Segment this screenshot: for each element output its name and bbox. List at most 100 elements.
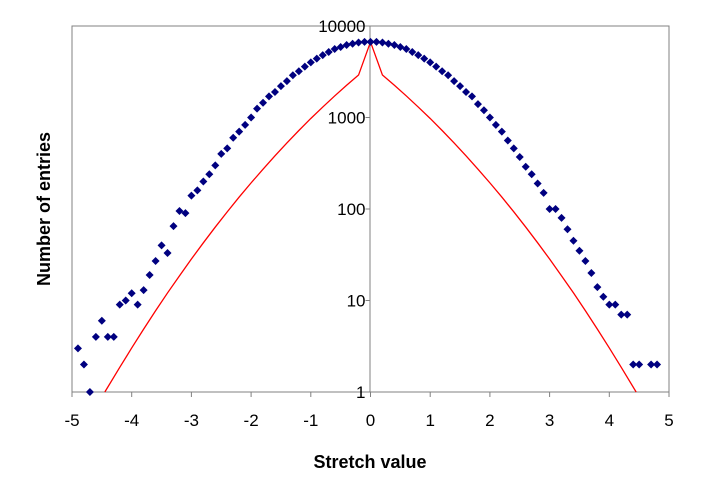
x-tick-label: -3 bbox=[184, 411, 199, 430]
data-point-marker bbox=[593, 283, 602, 292]
x-axis-ticks: -5 -4 -3 -2 -1 0 1 2 3 4 5 bbox=[64, 392, 674, 430]
data-point-marker bbox=[617, 310, 626, 319]
data-point-marker bbox=[157, 241, 166, 250]
data-point-marker bbox=[85, 388, 94, 396]
x-tick-label: 1 bbox=[425, 411, 434, 430]
data-point-marker bbox=[193, 186, 202, 195]
data-point-marker bbox=[169, 222, 178, 231]
data-point-marker bbox=[115, 300, 124, 309]
x-tick-label: -5 bbox=[64, 411, 79, 430]
x-tick-label: 2 bbox=[485, 411, 494, 430]
data-point-marker bbox=[229, 133, 238, 142]
data-point-marker bbox=[497, 127, 506, 136]
data-point-marker bbox=[479, 106, 488, 115]
data-point-marker bbox=[647, 360, 656, 369]
x-axis-title: Stretch value bbox=[313, 452, 426, 472]
x-tick-label: 4 bbox=[605, 411, 614, 430]
data-point-marker bbox=[467, 92, 476, 101]
data-point-marker bbox=[623, 310, 632, 319]
data-point-marker bbox=[241, 120, 250, 129]
data-point-marker bbox=[324, 47, 333, 56]
data-point-marker bbox=[396, 42, 405, 51]
data-point-marker bbox=[473, 100, 482, 109]
data-point-marker bbox=[420, 54, 429, 63]
data-point-marker bbox=[575, 246, 584, 255]
data-point-marker bbox=[545, 205, 554, 213]
data-point-marker bbox=[462, 87, 471, 96]
data-point-marker bbox=[587, 268, 596, 277]
fit-curve-right bbox=[369, 41, 637, 393]
y-tick-label: 100 bbox=[337, 200, 365, 219]
x-tick-label: 0 bbox=[366, 411, 375, 430]
data-point-marker bbox=[402, 45, 411, 54]
data-point-marker bbox=[145, 270, 154, 279]
data-point-marker bbox=[426, 58, 435, 67]
data-point-marker bbox=[527, 170, 536, 179]
data-point-marker bbox=[312, 54, 321, 63]
data-point-marker bbox=[354, 38, 363, 47]
data-point-marker bbox=[557, 213, 566, 222]
x-tick-label: 3 bbox=[545, 411, 554, 430]
data-point-marker bbox=[635, 360, 644, 369]
data-point-marker bbox=[276, 82, 285, 91]
data-point-marker bbox=[539, 188, 548, 197]
data-point-marker bbox=[300, 62, 309, 71]
x-tick-label: -4 bbox=[124, 411, 139, 430]
data-point-marker bbox=[414, 51, 423, 60]
data-point-marker bbox=[270, 87, 279, 96]
x-tick-label: 5 bbox=[664, 411, 673, 430]
data-point-marker bbox=[199, 177, 208, 186]
data-point-marker bbox=[175, 207, 184, 216]
data-point-marker bbox=[515, 153, 524, 162]
data-point-marker bbox=[163, 249, 172, 258]
data-point-marker bbox=[581, 257, 590, 266]
data-points bbox=[73, 37, 662, 396]
data-point-marker bbox=[151, 257, 160, 266]
data-point-marker bbox=[139, 286, 148, 295]
data-point-marker bbox=[306, 58, 315, 67]
data-point-marker bbox=[611, 300, 620, 309]
data-point-marker bbox=[378, 38, 387, 47]
y-tick-label: 1 bbox=[356, 383, 365, 402]
data-point-marker bbox=[294, 67, 303, 76]
data-point-marker bbox=[217, 149, 226, 158]
data-point-marker bbox=[121, 296, 130, 305]
data-point-marker bbox=[211, 161, 220, 170]
data-point-marker bbox=[605, 300, 614, 309]
data-point-marker bbox=[282, 77, 291, 86]
fit-curve-left bbox=[104, 41, 372, 393]
y-tick-label: 10000 bbox=[318, 17, 365, 36]
data-point-marker bbox=[73, 344, 82, 353]
data-point-marker bbox=[521, 162, 530, 171]
data-point-marker bbox=[181, 209, 190, 218]
data-point-marker bbox=[247, 113, 256, 122]
y-tick-label: 1000 bbox=[328, 109, 366, 128]
data-point-marker bbox=[491, 120, 500, 129]
data-point-marker bbox=[223, 144, 232, 153]
data-point-marker bbox=[509, 144, 518, 153]
data-point-marker bbox=[253, 104, 262, 113]
y-tick-label: 10 bbox=[347, 292, 366, 311]
data-point-marker bbox=[235, 127, 244, 136]
data-point-marker bbox=[503, 136, 512, 145]
data-point-marker bbox=[366, 37, 375, 46]
data-point-marker bbox=[330, 45, 339, 54]
data-point-marker bbox=[259, 98, 268, 107]
data-point-marker bbox=[97, 316, 106, 325]
data-point-marker bbox=[456, 82, 465, 91]
data-point-marker bbox=[109, 332, 118, 341]
y-axis-ticks: 1 10 100 1000 10000 bbox=[318, 17, 371, 402]
data-point-marker bbox=[342, 40, 351, 49]
data-point-marker bbox=[599, 292, 608, 301]
data-point-marker bbox=[444, 71, 453, 80]
data-point-marker bbox=[569, 236, 578, 245]
data-point-marker bbox=[438, 67, 447, 76]
data-point-marker bbox=[103, 332, 112, 341]
data-point-marker bbox=[653, 360, 662, 369]
x-tick-label: -1 bbox=[303, 411, 318, 430]
data-point-marker bbox=[187, 191, 196, 200]
data-point-marker bbox=[533, 179, 542, 188]
data-point-marker bbox=[318, 51, 327, 60]
data-point-marker bbox=[450, 77, 459, 86]
